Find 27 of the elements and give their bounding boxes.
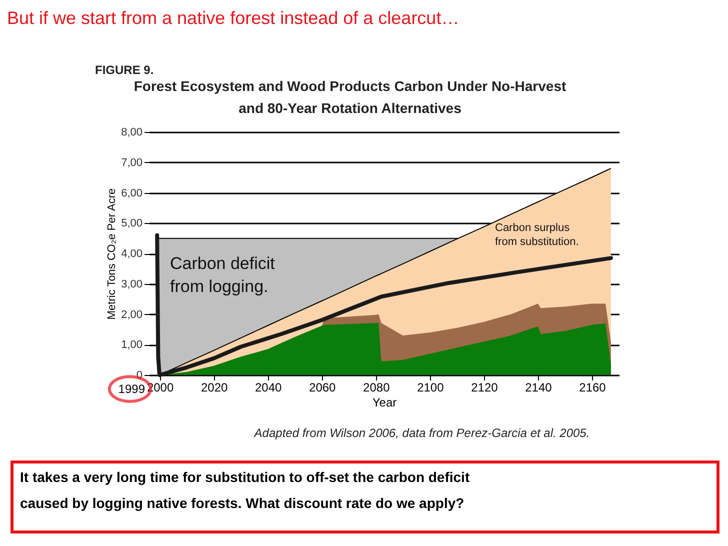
x-tick-label: 2120 [471, 380, 498, 394]
x-tick-label: 2080 [363, 380, 390, 394]
y-tick-label: 8,00 [121, 126, 142, 138]
chart-subtitle: Forest Ecosystem and Wood Products Carbon Under No-Harvest and 80-Year Rotation Alternatives [134, 78, 566, 116]
x-tick-label: 2020 [200, 380, 228, 394]
x-tick-label: 2140 [525, 380, 552, 394]
x-axis-title: Year [372, 396, 397, 410]
y-tick-label: 7,00 [121, 156, 142, 169]
y-tick-label: 4,00 [121, 248, 142, 260]
y-axis-title: Metric Tons CO₂e Per Acre [106, 188, 118, 320]
x-tick-label: 2160 [579, 380, 606, 394]
x-tick-label: 2060 [309, 380, 336, 394]
chart-title: But if we start from a native forest instead of a clearcut… [7, 8, 460, 28]
line-series [155, 233, 613, 377]
text: It takes a very long time for substitution to off-set the carbon deficit caused by logging native forests. What discount rate do we apply? [20, 469, 470, 511]
caption: FIGURE 9. [95, 63, 154, 77]
annotation: Carbon deficit from logging. [170, 254, 276, 296]
y-tick-label: 6,00 [121, 187, 142, 200]
y-tick-label: 2,00 [121, 308, 142, 321]
y-tick-label: 5,00 [121, 218, 142, 230]
text: 1999 [118, 382, 146, 396]
text: Adapted from Wilson 2006, data from Perez-Garcia et al. 2005. [253, 426, 590, 440]
annotation: Carbon surplus from substitution. [495, 222, 579, 248]
y-tick-label: 1,00 [121, 339, 142, 352]
y-tick-label: 3,00 [121, 278, 142, 290]
x-tick-label: 2100 [417, 380, 444, 394]
x-tick-label: 2040 [255, 380, 282, 394]
